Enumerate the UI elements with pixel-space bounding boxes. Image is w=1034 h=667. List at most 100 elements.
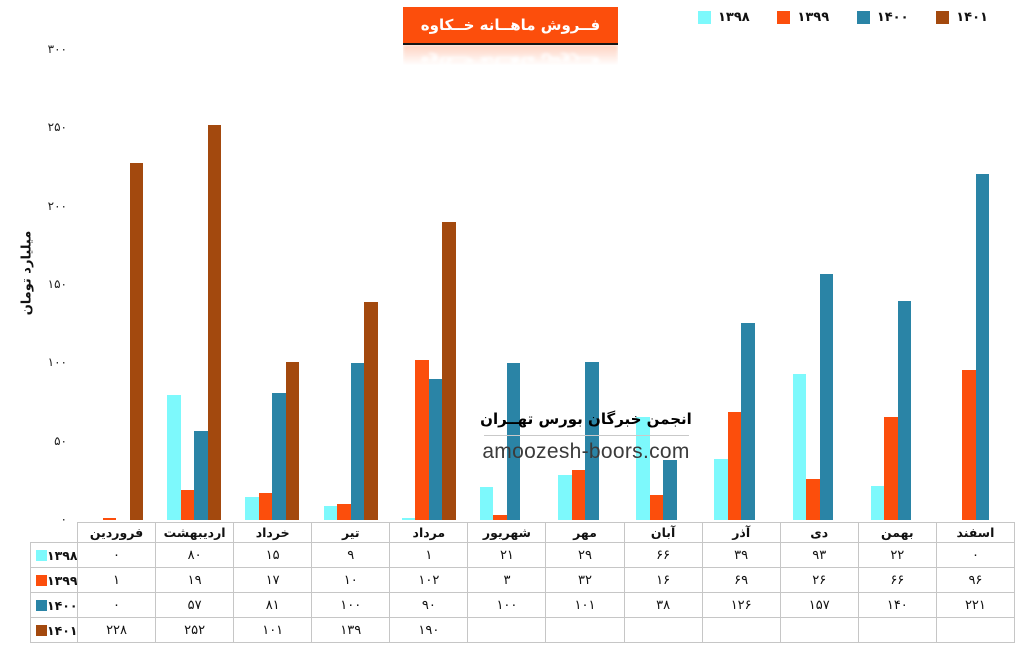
- watermark-text-fa: انجمن خبرگان بورس تهــران: [480, 410, 692, 428]
- table-value-cell: ۲۵۲: [155, 617, 235, 643]
- bar-1398-m5: [401, 518, 416, 520]
- chart-legend: ۱۳۹۸ ۱۳۹۹ ۱۴۰۰ ۱۴۰۱: [698, 10, 988, 25]
- table-month-header: تیر: [311, 522, 391, 543]
- series-year-label-1400: ۱۴۰۰: [47, 597, 78, 613]
- table-value-cell: ۱۲۶: [701, 592, 781, 618]
- table-value-cell: ۲۲۸: [76, 617, 157, 643]
- table-row-1399: ۱۳۹۹ ۱ ۱۹ ۱۷ ۱۰ ۱۰۲ ۳ ۳۲ ۱۶ ۶۹ ۲۶ ۶۶ ۹۶: [30, 567, 1016, 593]
- bar-1400-m3: [272, 393, 286, 520]
- chart-title: فــروش ماهــانه خــکاوه: [403, 7, 618, 45]
- bar-1401-m4: [364, 302, 378, 520]
- bar-1401-m2: [207, 125, 222, 520]
- y-tick-label-0: ۰: [60, 512, 67, 526]
- data-table: فروردین اردیبهشت خرداد تیر مرداد شهریور مهر آبا…: [30, 522, 1016, 643]
- y-tick-label-300: ۳۰۰: [47, 42, 67, 56]
- y-tick-label-200: ۲۰۰: [47, 198, 67, 213]
- legend-swatch-1400: [856, 11, 870, 24]
- bar-1399-m6: [493, 515, 507, 520]
- bar-1400-m10: [819, 274, 834, 520]
- table-value-cell: ۱۳۹: [311, 617, 391, 643]
- y-tick-label-150: ۱۵۰: [47, 277, 67, 291]
- table-value-cell: ۹۰: [389, 592, 469, 618]
- bar-1398-m3: [245, 496, 259, 520]
- table-value-cell: ۲۲۱: [935, 592, 1016, 618]
- table-row-label-1398: ۱۳۹۸: [30, 542, 78, 568]
- table-value-cell: ۹۳: [779, 542, 859, 568]
- bar-1398-m11: [870, 485, 885, 520]
- y-tick-label-100: ۱۰۰: [47, 355, 67, 370]
- bar-1399-m8: [649, 494, 664, 520]
- table-value-cell: ۵۷: [155, 592, 235, 618]
- bar-1400-m12: [975, 173, 990, 520]
- table-value-cell: ۹۶: [935, 567, 1016, 593]
- table-value-cell: ۲۹: [545, 542, 625, 568]
- table-value-cell: [935, 617, 1016, 643]
- table-value-cell: ۱۹۰: [389, 617, 469, 643]
- legend-swatch-1399: [777, 11, 791, 24]
- table-value-cell: ۶۶: [623, 542, 703, 568]
- table-value-cell: [545, 617, 625, 643]
- series-swatch-1398: [36, 549, 47, 561]
- table-row-label-1401: ۱۴۰۱: [30, 617, 78, 643]
- table-value-cell: ۱۰۱: [233, 617, 313, 643]
- table-row-1401: ۱۴۰۱ ۲۲۸ ۲۵۲ ۱۰۱ ۱۳۹ ۱۹۰: [30, 617, 1016, 643]
- series-swatch-1399: [36, 574, 47, 586]
- bar-1401-m5: [442, 222, 456, 520]
- bar-1398-m4: [323, 505, 338, 520]
- table-value-cell: ۱۶: [623, 567, 703, 593]
- table-value-cell: ۱۰۱: [545, 592, 625, 618]
- series-year-label-1398: ۱۳۹۸: [47, 547, 78, 563]
- table-value-cell: ۱۰: [311, 567, 391, 593]
- bar-1399-m9: [727, 411, 742, 520]
- legend-item-1401: ۱۴۰۱: [936, 10, 988, 25]
- table-month-header: بهمن: [857, 522, 937, 543]
- table-value-cell: ۱۵۷: [779, 592, 859, 618]
- bar-1399-m3: [258, 493, 273, 520]
- table-value-cell: [857, 617, 937, 643]
- table-value-cell: ۱۰۲: [389, 567, 469, 593]
- bar-1401-m1: [129, 162, 144, 520]
- bar-1400-m4: [350, 363, 365, 520]
- bar-1398-m10: [792, 374, 807, 520]
- table-month-header: خرداد: [233, 522, 313, 543]
- legend-label-1400: ۱۴۰۰: [876, 10, 909, 25]
- legend-swatch-1401: [936, 11, 950, 24]
- table-value-cell: ۳۸: [623, 592, 703, 618]
- table-value-cell: ۳۹: [701, 542, 781, 568]
- table-month-header: آبان: [623, 522, 703, 543]
- table-value-cell: ۸۱: [233, 592, 313, 618]
- table-value-cell: ۱۷: [233, 567, 313, 593]
- table-month-header: دی: [779, 522, 859, 543]
- table-value-cell: [779, 617, 859, 643]
- bar-1398-m9: [714, 458, 728, 520]
- bar-1399-m5: [415, 360, 429, 520]
- table-value-cell: ۱: [76, 567, 157, 593]
- legend-label-1399: ۱۳۹۹: [797, 10, 830, 25]
- bar-1399-m11: [884, 416, 898, 520]
- table-month-header: مرداد: [389, 522, 469, 543]
- table-row-label-1399: ۱۳۹۹: [30, 567, 78, 593]
- table-corner-cell: [31, 523, 78, 543]
- bar-1399-m4: [337, 504, 351, 520]
- table-month-header: شهریور: [467, 522, 547, 543]
- legend-label-1398: ۱۳۹۸: [718, 10, 750, 25]
- table-row-1400: ۱۴۰۰ ۰ ۵۷ ۸۱ ۱۰۰ ۹۰ ۱۰۰ ۱۰۱ ۳۸ ۱۲۶ ۱۵۷ ۱۴۰ ۲۲۱: [30, 592, 1016, 618]
- table-value-cell: ۲۱: [467, 542, 547, 568]
- y-tick-label-250: ۲۵۰: [47, 120, 67, 135]
- series-year-label-1401: ۱۴۰۱: [47, 622, 78, 638]
- table-value-cell: [701, 617, 781, 643]
- table-value-cell: ۱: [389, 542, 469, 568]
- y-tick-label-50: ۵۰: [54, 433, 67, 448]
- bar-1399-m7: [571, 469, 586, 520]
- bar-1401-m3: [285, 361, 300, 520]
- bar-1399-m10: [806, 479, 820, 520]
- table-month-header: مهر: [545, 522, 625, 543]
- bar-1398-m6: [479, 487, 494, 520]
- bar-1400-m6: [506, 363, 521, 520]
- table-value-cell: ۹: [311, 542, 391, 568]
- table-value-cell: ۱۰۰: [311, 592, 391, 618]
- bar-1400-m8: [663, 460, 677, 520]
- bar-1398-m7: [558, 474, 572, 520]
- table-value-cell: ۱۵: [233, 542, 313, 568]
